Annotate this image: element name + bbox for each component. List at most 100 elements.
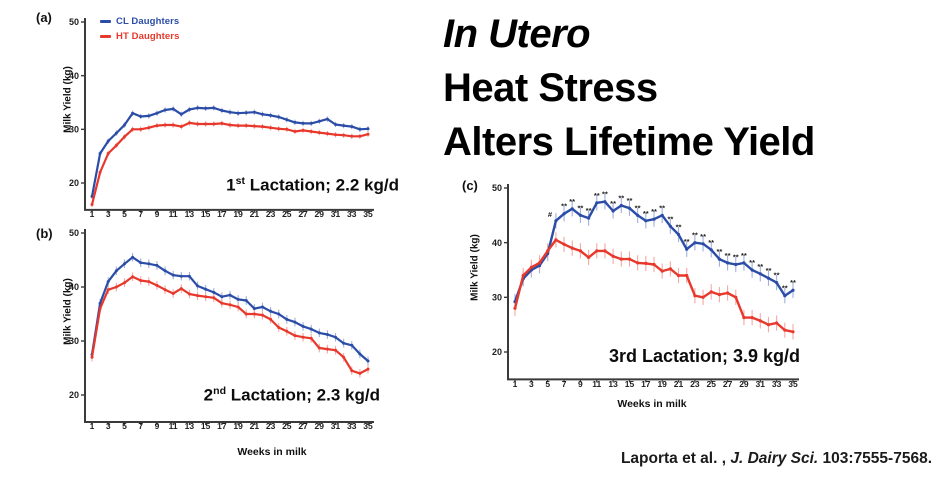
series-cl-line — [90, 255, 370, 363]
panel-a-y-axis-title: Milk Yield (kg) — [62, 66, 74, 133]
svg-text:31: 31 — [331, 209, 341, 219]
svg-text:**: ** — [676, 223, 682, 232]
svg-text:20: 20 — [69, 178, 79, 188]
svg-text:**: ** — [684, 237, 690, 246]
annotation-3-pre: 3rd — [608, 346, 637, 366]
slide-title: In Utero Heat Stress Alters Lifetime Yie… — [443, 7, 815, 169]
svg-text:**: ** — [733, 253, 739, 262]
svg-text:29: 29 — [315, 209, 325, 219]
svg-text:7: 7 — [138, 209, 143, 219]
svg-text:11: 11 — [592, 379, 601, 389]
svg-text:**: ** — [659, 203, 665, 212]
title-line1-rest: Heat Stress — [443, 66, 658, 110]
svg-text:20: 20 — [492, 347, 502, 357]
svg-text:5: 5 — [122, 421, 127, 431]
svg-text:40: 40 — [69, 282, 79, 292]
panel-c-letter: (c) — [462, 178, 478, 193]
svg-text:11: 11 — [169, 421, 178, 431]
annotation-1-sup: st — [235, 175, 246, 187]
ht-line-swatch — [100, 34, 111, 38]
svg-text:15: 15 — [625, 379, 635, 389]
svg-text:40: 40 — [69, 71, 79, 81]
svg-text:15: 15 — [201, 421, 211, 431]
svg-text:**: ** — [667, 214, 673, 223]
panel-b-y-axis-title: Milk Yield (kg) — [62, 278, 74, 345]
svg-text:20: 20 — [69, 390, 79, 400]
svg-text:**: ** — [692, 231, 698, 240]
svg-text:21: 21 — [250, 421, 260, 431]
svg-text:17: 17 — [641, 379, 651, 389]
panel-c: 20 30 40 50 1 3 5 7 9 11 13 15 17 19 21 23 25 27 29 31 33 35 #… — [450, 160, 890, 430]
y-axis-ticks: 20 30 40 50 — [69, 17, 85, 188]
svg-text:19: 19 — [657, 379, 667, 389]
svg-text:**: ** — [561, 202, 567, 211]
svg-text:30: 30 — [69, 125, 79, 135]
svg-text:31: 31 — [331, 421, 341, 431]
svg-text:33: 33 — [772, 379, 782, 389]
svg-text:3: 3 — [106, 209, 111, 219]
svg-text:50: 50 — [492, 183, 502, 193]
annotation-1-rest: Lactation; 2.2 kg/d — [245, 175, 399, 195]
annotation-2-sup: nd — [213, 385, 227, 397]
svg-text:27: 27 — [298, 421, 308, 431]
title-line-2: Alters Lifetime Yield — [443, 120, 815, 164]
svg-text:3: 3 — [106, 421, 111, 431]
svg-text:13: 13 — [608, 379, 618, 389]
annotation-lactation-2: 2nd Lactation; 2.3 kg/d — [204, 385, 380, 406]
annotation-2-rest: Lactation; 2.3 kg/d — [226, 385, 380, 405]
svg-text:25: 25 — [707, 379, 717, 389]
svg-text:7: 7 — [562, 379, 567, 389]
svg-text:23: 23 — [266, 421, 276, 431]
x-axis-ticks: 1 3 5 7 9 11 13 15 17 19 21 23 25 27 29 31 33 35 — [513, 379, 798, 389]
series-ht-line — [513, 238, 795, 334]
svg-text:**: ** — [749, 258, 755, 267]
legend-label-cl: CL Daughters — [116, 15, 180, 27]
panel-c-y-axis-title: Milk Yield (kg) — [469, 234, 481, 301]
svg-text:**: ** — [651, 207, 657, 216]
citation-journal: J. Dairy Sci. — [730, 450, 819, 467]
svg-text:15: 15 — [201, 209, 211, 219]
svg-text:33: 33 — [347, 421, 357, 431]
citation-authors: Laporta et al. , — [620, 450, 731, 467]
svg-text:**: ** — [725, 251, 731, 260]
annotation-2-pre: 2 — [203, 385, 214, 405]
svg-text:9: 9 — [155, 209, 160, 219]
svg-text:**: ** — [635, 203, 641, 212]
panel-b-x-axis-title: Weeks in milk — [237, 446, 307, 458]
legend: CL Daughters HT Daughters — [100, 15, 179, 42]
svg-text:21: 21 — [674, 379, 684, 389]
svg-text:21: 21 — [250, 209, 260, 219]
svg-text:17: 17 — [217, 421, 227, 431]
svg-text:**: ** — [610, 199, 616, 208]
annotation-lactation-3: 3rd Lactation; 3.9 kg/d — [609, 346, 800, 367]
panel-b: 20 30 40 50 1 3 5 7 9 11 13 15 17 19 21 23 25 27 29 31 33 35 … — [2, 222, 430, 470]
svg-text:31: 31 — [756, 379, 766, 389]
svg-text:**: ** — [594, 191, 600, 200]
legend-item-cl: CL Daughters — [100, 15, 179, 27]
svg-text:11: 11 — [169, 209, 178, 219]
svg-text:29: 29 — [739, 379, 749, 389]
svg-text:**: ** — [708, 238, 714, 247]
annotation-1-pre: 1 — [226, 175, 236, 195]
annotation-lactation-1: 1st Lactation; 2.2 kg/d — [226, 175, 399, 196]
series-ht-line — [90, 275, 370, 375]
y-axis-ticks: 20 30 40 50 — [492, 183, 508, 357]
svg-text:**: ** — [700, 232, 706, 241]
svg-text:**: ** — [766, 266, 772, 275]
error-bars-ht — [514, 232, 794, 340]
series-ht-line — [90, 121, 370, 206]
svg-text:35: 35 — [363, 421, 373, 431]
citation-pages: 103:7555-7568. — [818, 450, 932, 467]
svg-text:1: 1 — [90, 421, 95, 431]
svg-text:**: ** — [577, 203, 583, 212]
cl-line-swatch — [100, 19, 111, 23]
panel-a-letter: (a) — [36, 10, 52, 25]
panel-c-x-axis-title: Weeks in milk — [617, 398, 687, 410]
svg-text:**: ** — [757, 262, 763, 271]
axes — [507, 184, 799, 381]
svg-text:**: ** — [569, 197, 575, 206]
